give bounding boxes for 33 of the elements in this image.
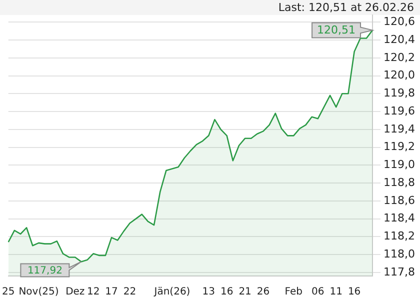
y-tick-label: 120,6 bbox=[384, 15, 416, 28]
y-tick-label: 118,4 bbox=[384, 212, 416, 225]
y-tick-label: 118,2 bbox=[384, 230, 416, 243]
y-tick-label: 118,6 bbox=[384, 194, 416, 207]
x-tick-label: Feb bbox=[284, 286, 302, 298]
x-tick-label: 11 bbox=[330, 286, 342, 298]
y-tick-label: 120,2 bbox=[384, 50, 416, 64]
x-tick-label: Dez bbox=[66, 286, 85, 298]
y-tick-label: 119,2 bbox=[384, 140, 416, 154]
x-tick-label: 16 bbox=[220, 286, 234, 298]
x-tick-label: 22 bbox=[123, 286, 136, 298]
x-tick-label: Nov(25) bbox=[18, 286, 59, 298]
y-tick-label: 118,0 bbox=[384, 247, 416, 260]
x-tick-label: 13 bbox=[202, 286, 216, 298]
y-tick-label: 119,6 bbox=[384, 104, 416, 118]
y-tick-label: 119,4 bbox=[384, 122, 416, 136]
y-tick-label: 120,4 bbox=[384, 32, 416, 46]
x-tick-label: 25 bbox=[2, 286, 15, 298]
y-tick-label: 119,0 bbox=[384, 158, 416, 172]
annotation: 117,92 bbox=[27, 265, 62, 276]
x-tick-label: 12 bbox=[86, 286, 100, 298]
x-tick-label: 17 bbox=[105, 286, 118, 298]
text: Last: 120,51 at 26.02.26 bbox=[278, 0, 414, 14]
annotation: 120,51 bbox=[317, 24, 356, 37]
x-tick-label: Jän(26) bbox=[153, 286, 190, 298]
y-tick-label: 117,8 bbox=[384, 265, 416, 278]
x-tick-label: 26 bbox=[256, 286, 270, 298]
y-tick-label: 118,8 bbox=[384, 176, 416, 189]
x-tick-label: 16 bbox=[348, 286, 361, 298]
x-tick-label: 21 bbox=[238, 286, 252, 298]
x-tick-label: 06 bbox=[312, 286, 324, 298]
y-tick-label: 119,8 bbox=[384, 86, 416, 100]
y-tick-label: 120,0 bbox=[384, 68, 416, 82]
